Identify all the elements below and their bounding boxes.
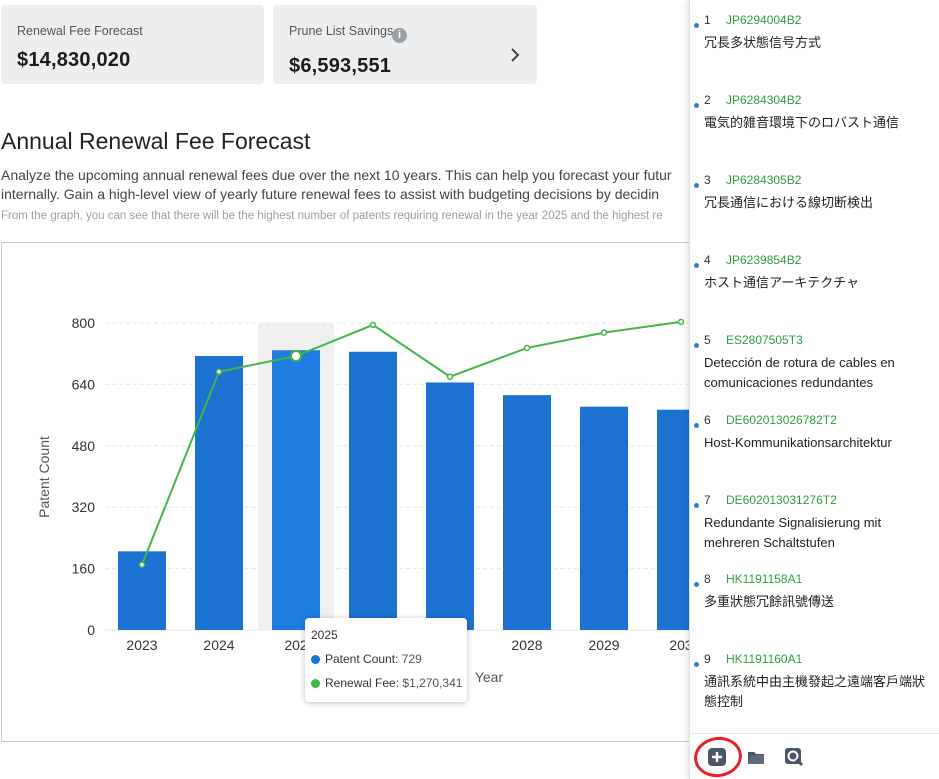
bar-2024[interactable] — [195, 356, 243, 630]
patent-id-link[interactable]: DE602013026782T2 — [726, 413, 837, 427]
tooltip-title: 2025 — [311, 628, 338, 642]
tooltip-label: Patent Count: — [325, 652, 398, 666]
list-bullet — [694, 423, 699, 428]
bar-2028[interactable] — [503, 395, 551, 630]
list-bullet — [694, 263, 699, 268]
renewal-fee-point-2023[interactable] — [140, 562, 145, 567]
patent-id-link[interactable]: JP6284304B2 — [726, 93, 801, 107]
search-icon[interactable] — [783, 746, 805, 768]
list-bullet — [694, 103, 699, 108]
renewal-fee-point-2029[interactable] — [602, 330, 607, 335]
x-tick-label: 2024 — [203, 637, 234, 653]
patent-number: 2 — [704, 93, 711, 107]
renewal-fee-point-2028[interactable] — [525, 345, 530, 350]
list-bullet — [694, 343, 699, 348]
y-tick-label: 320 — [72, 499, 96, 515]
x-axis-label: Year — [475, 669, 504, 685]
patent-id-link[interactable]: DE602013031276T2 — [726, 493, 837, 507]
renewal-fee-point-2025[interactable] — [291, 351, 301, 361]
tooltip-value: 729 — [402, 652, 422, 666]
y-tick-label: 160 — [72, 561, 96, 577]
patent-title: 冗長多状態信号方式 — [704, 33, 936, 53]
chart-tooltip: 2025 Patent Count: 729 Renewal Fee: $1,2… — [305, 618, 467, 702]
bar-2025[interactable] — [272, 350, 320, 630]
patent-id-link[interactable]: JP6284305B2 — [726, 173, 801, 187]
patent-number: 8 — [704, 572, 711, 586]
patent-title: Detección de rotura de cables en comunic… — [704, 353, 936, 393]
patent-number: 3 — [704, 173, 711, 187]
renewal-fee-point-2030[interactable] — [679, 319, 684, 324]
x-tick-label: 2023 — [126, 637, 157, 653]
patent-id-link[interactable]: JP6294004B2 — [726, 13, 801, 27]
list-bullet — [694, 582, 699, 587]
renewal-fee-point-2024[interactable] — [217, 369, 222, 374]
patent-number: 4 — [704, 253, 711, 267]
bar-2027[interactable] — [426, 382, 474, 630]
patent-title: Redundante Signalisierung mit mehreren S… — [704, 513, 936, 553]
patent-id-link[interactable]: HK1191158A1 — [726, 572, 802, 586]
y-tick-label: 480 — [72, 438, 96, 454]
list-bullet — [694, 503, 699, 508]
list-bullet — [694, 662, 699, 667]
folder-icon[interactable] — [745, 746, 767, 768]
y-tick-label: 800 — [72, 315, 96, 331]
tooltip-value: $1,270,341 — [402, 676, 462, 690]
patent-number: 9 — [704, 652, 711, 666]
patent-title: ホスト通信アーキテクチャ — [704, 273, 936, 293]
tooltip-row-patent-count: Patent Count: 729 — [311, 652, 422, 666]
patent-id-link[interactable]: JP6239854B2 — [726, 253, 801, 267]
patent-title: Host-Kommunikationsarchitektur — [704, 433, 936, 453]
renewal-fee-legend-dot — [311, 679, 320, 688]
patent-number: 7 — [704, 493, 711, 507]
patent-title: 多重狀態冗餘訊號傳送 — [704, 592, 936, 612]
y-tick-label: 0 — [87, 622, 95, 638]
x-tick-label: 2028 — [511, 637, 542, 653]
patent-list-panel: 1 JP6294004B2 冗長多状態信号方式 2 JP6284304B2 電気的雑音環境… — [689, 0, 939, 779]
renewal-fee-point-2027[interactable] — [448, 374, 453, 379]
y-tick-label: 640 — [72, 376, 96, 392]
patent-title: 通訊系統中由主機發起之遠端客戶端狀態控制 — [704, 672, 936, 712]
bar-2026[interactable] — [349, 352, 397, 630]
patent-title: 冗長通信における線切断検出 — [704, 193, 936, 213]
renewal-fee-point-2026[interactable] — [371, 322, 376, 327]
y-axis-label: Patent Count — [36, 436, 52, 518]
patent-number: 6 — [704, 413, 711, 427]
bar-2029[interactable] — [580, 407, 628, 630]
patent-number: 1 — [704, 13, 711, 27]
patent-title: 電気的雑音環境下のロバスト通信 — [704, 113, 936, 133]
patent-id-link[interactable]: HK1191160A1 — [726, 652, 802, 666]
panel-toolbar — [690, 733, 939, 779]
x-tick-label: 2029 — [588, 637, 619, 653]
add-icon[interactable] — [706, 746, 728, 768]
tooltip-label: Renewal Fee: — [325, 676, 399, 690]
tooltip-row-renewal-fee: Renewal Fee: $1,270,341 — [311, 676, 462, 690]
list-bullet — [694, 183, 699, 188]
list-bullet — [694, 23, 699, 28]
patent-id-link[interactable]: ES2807505T3 — [726, 333, 803, 347]
patent-count-legend-dot — [311, 655, 320, 664]
patent-number: 5 — [704, 333, 711, 347]
